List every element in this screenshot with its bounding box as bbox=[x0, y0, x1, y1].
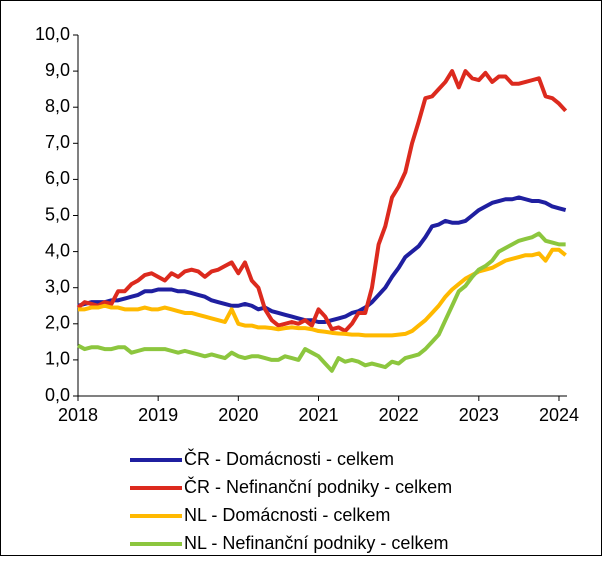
legend-label: NL - Domácnosti - celkem bbox=[184, 505, 390, 525]
y-tick-label: 7,0 bbox=[45, 132, 70, 152]
legend-label: NL - Nefinanční podniky - celkem bbox=[184, 533, 448, 553]
y-tick-label: 10,0 bbox=[35, 24, 70, 44]
legend-label: ČR - Domácnosti - celkem bbox=[184, 448, 394, 469]
series-line bbox=[78, 247, 567, 338]
y-tick-label: 4,0 bbox=[45, 240, 70, 260]
series-line bbox=[76, 69, 568, 334]
y-tick-label: 0,0 bbox=[45, 385, 70, 405]
y-tick-label: 2,0 bbox=[45, 313, 70, 333]
y-tick-label: 5,0 bbox=[45, 204, 70, 224]
x-tick-label: 2024 bbox=[539, 405, 579, 425]
y-tick-label: 1,0 bbox=[45, 349, 70, 369]
y-tick-label: 9,0 bbox=[45, 60, 70, 80]
x-tick-label: 2023 bbox=[459, 405, 499, 425]
x-tick-label: 2019 bbox=[138, 405, 178, 425]
y-tick-label: 3,0 bbox=[45, 276, 70, 296]
x-tick-label: 2022 bbox=[379, 405, 419, 425]
series-line bbox=[77, 231, 566, 373]
legend-label: ČR - Nefinanční podniky - celkem bbox=[184, 476, 452, 497]
y-tick-label: 8,0 bbox=[45, 96, 70, 116]
x-tick-label: 2020 bbox=[218, 405, 258, 425]
x-tick-label: 2021 bbox=[298, 405, 338, 425]
series-line bbox=[77, 195, 567, 324]
x-tick-label: 2018 bbox=[58, 405, 98, 425]
y-tick-label: 6,0 bbox=[45, 168, 70, 188]
